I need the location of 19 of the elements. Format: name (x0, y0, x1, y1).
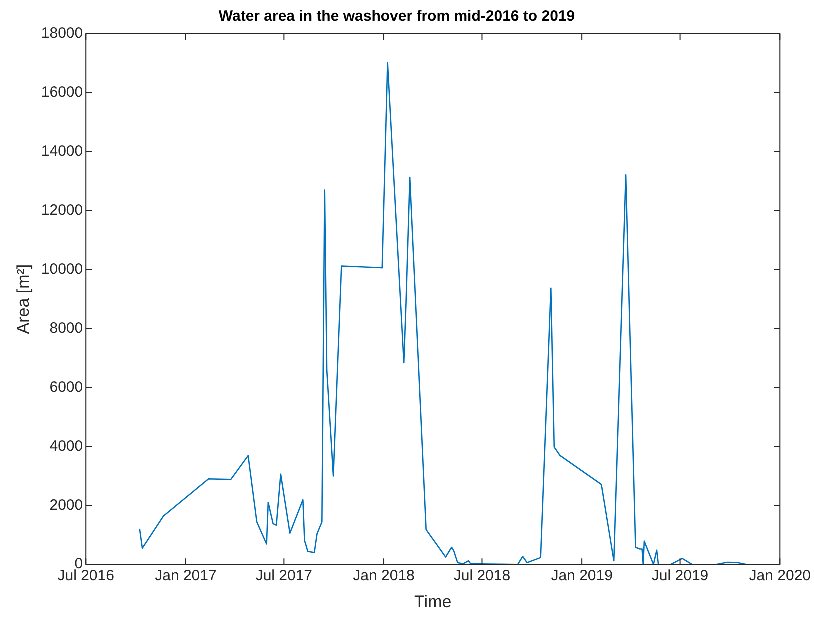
y-tick-label: 4000 (50, 438, 84, 455)
y-tick-label: 16000 (41, 84, 84, 102)
x-tick-label: Jan 2019 (551, 568, 613, 585)
y-tick-label: 18000 (41, 25, 84, 42)
y-axis-title: Area [m²] (14, 264, 33, 334)
chart-title: Water area in the washover from mid-2016 to 2019 (218, 8, 576, 26)
x-tick-label: Jan 2017 (155, 568, 217, 585)
y-tick-label: 6000 (50, 378, 84, 396)
y-tick-label: 12000 (41, 202, 84, 220)
x-tick-label: Jul 2018 (454, 568, 511, 585)
y-tick-label: 14000 (41, 143, 84, 160)
x-tick-label: Jan 2018 (353, 568, 415, 585)
y-tick-label: 2000 (50, 496, 84, 514)
x-tick-label: Jan 2020 (749, 568, 812, 585)
y-tick-label: 10000 (41, 260, 84, 278)
x-tick-label: Jul 2019 (652, 568, 709, 585)
y-tick-label: 8000 (50, 320, 84, 337)
x-tick-label: Jul 2017 (256, 568, 313, 585)
x-axis-title: Time (414, 592, 452, 612)
